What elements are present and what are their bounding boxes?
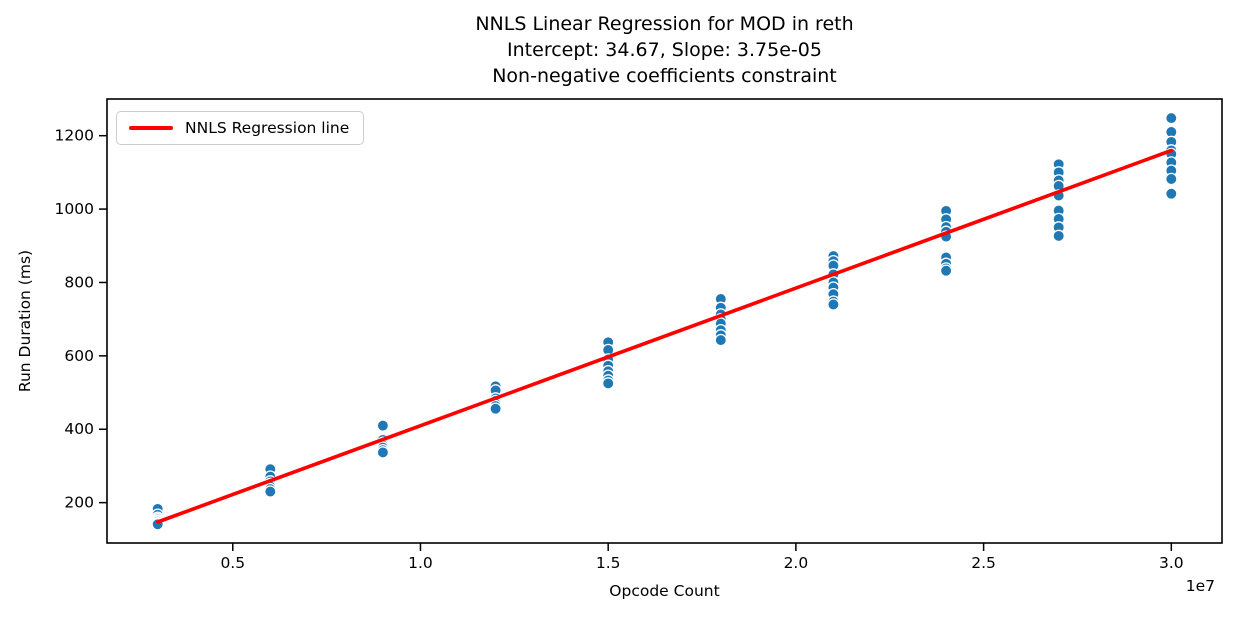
- legend: NNLS Regression line: [116, 111, 365, 145]
- scatter-point: [489, 402, 502, 415]
- x-axis-offset-label: 1e7: [1185, 577, 1215, 595]
- x-tick-label: 3.0: [1159, 554, 1184, 572]
- regression-line: [155, 148, 1174, 524]
- chart-title-line3: Non-negative coefficients constraint: [492, 65, 837, 87]
- y-tick-label: 400: [64, 420, 94, 438]
- scatter-point: [1165, 187, 1178, 200]
- scatter-point: [939, 264, 953, 277]
- y-tick-label: 1200: [55, 127, 94, 145]
- chart-title: NNLS Linear Regression for MOD in reth I…: [107, 11, 1222, 89]
- chart-title-line1: NNLS Linear Regression for MOD in reth: [475, 13, 854, 35]
- scatter-point: [601, 377, 615, 390]
- x-tick-label: 1.0: [408, 554, 433, 572]
- scatter-point: [1165, 172, 1178, 186]
- x-axis-label: Opcode Count: [609, 582, 720, 600]
- y-tick-label: 800: [64, 273, 94, 291]
- x-tick-label: 0.5: [220, 554, 245, 572]
- legend-label: NNLS Regression line: [185, 119, 350, 137]
- scatter-point: [1052, 229, 1065, 243]
- scatter-point: [264, 485, 277, 498]
- scatter-point: [827, 298, 840, 311]
- scatter-point: [376, 419, 390, 432]
- x-tick-label: 2.5: [971, 554, 996, 572]
- x-tick-label: 1.5: [596, 554, 621, 572]
- y-tick-label: 600: [64, 347, 94, 365]
- regression-line-swatch: [129, 126, 173, 130]
- y-axis-label: Run Duration (ms): [16, 249, 34, 393]
- chart-title-line2: Intercept: 34.67, Slope: 3.75e-05: [507, 39, 822, 61]
- scatter-point: [376, 446, 390, 459]
- axes-spines: [106, 98, 1223, 544]
- x-tick-label: 2.0: [784, 554, 809, 572]
- scatter-point: [1165, 111, 1178, 125]
- y-tick-label: 200: [64, 494, 94, 512]
- y-tick-label: 1000: [55, 200, 94, 218]
- scatter-point: [714, 333, 728, 347]
